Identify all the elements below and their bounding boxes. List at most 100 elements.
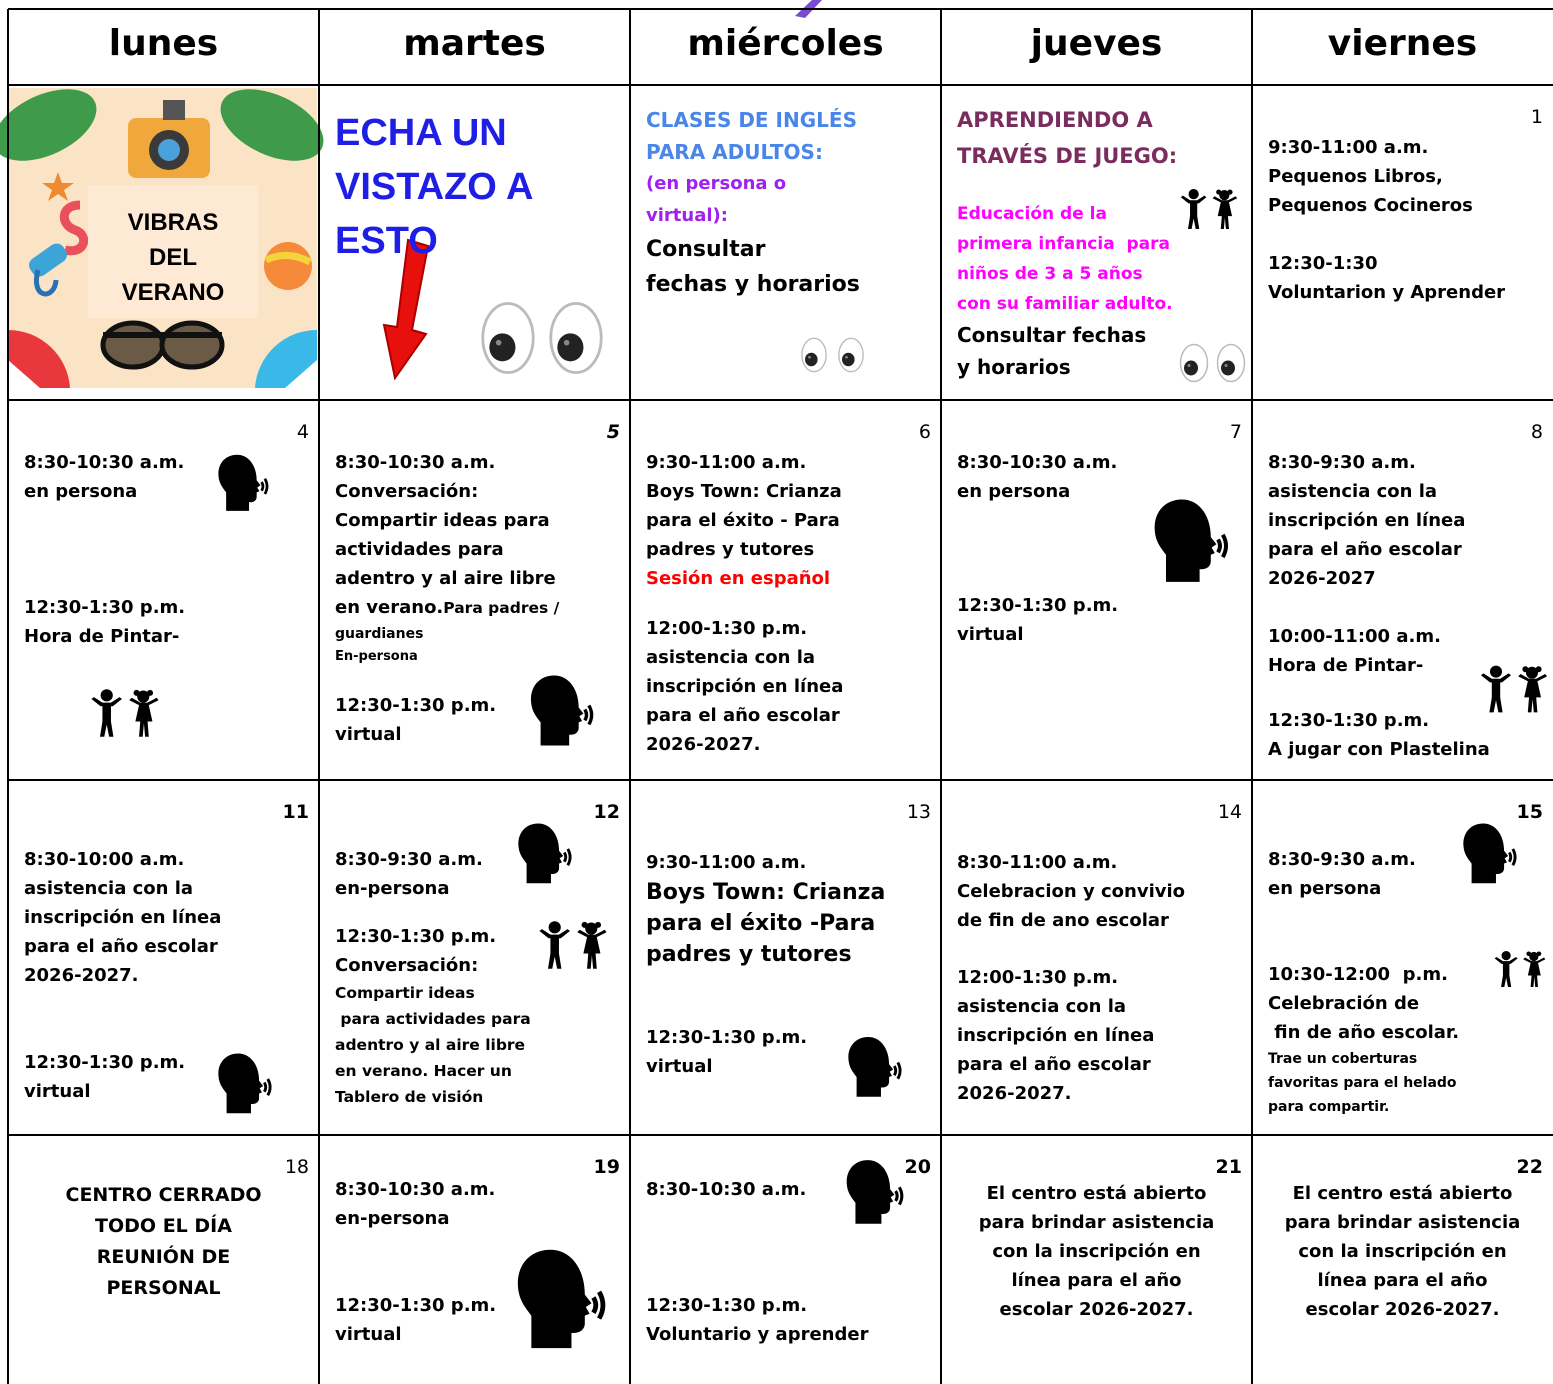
event-text: 9:30-11:00 a.m. bbox=[646, 452, 807, 473]
event-text: inscripción en línea bbox=[646, 676, 844, 697]
event-text: 8:30-10:30 a.m. bbox=[24, 452, 185, 473]
day-cell: 19 8:30-10:30 a.m. en-persona 12:30-1:30 p.… bbox=[319, 1135, 630, 1384]
event-text: padres y tutores bbox=[646, 539, 815, 560]
event-text: 12:00-1:30 p.m. bbox=[957, 967, 1119, 988]
event-text: Pequenos Libros, bbox=[1268, 166, 1443, 187]
event-text: Boys Town: Crianza bbox=[646, 880, 886, 905]
event-text: con la inscripción en bbox=[992, 1241, 1201, 1262]
event-text: 9:30-11:00 a.m. bbox=[646, 852, 807, 873]
event-text: Tablero de visión bbox=[335, 1088, 484, 1106]
event-text: 2026-2027. bbox=[24, 965, 139, 986]
event-text: en persona bbox=[24, 481, 138, 502]
day-cell: 5 8:30-10:30 a.m. Conversación: Compartir i… bbox=[319, 400, 630, 780]
event-text: 8:30-10:30 a.m. bbox=[646, 1179, 807, 1200]
weekday-header: martes bbox=[403, 23, 546, 64]
event-text: 12:30-1:30 p.m. bbox=[335, 926, 497, 947]
day-cell: VIBRAS DEL VERANO bbox=[8, 85, 319, 400]
event-text: PERSONAL bbox=[106, 1277, 221, 1299]
event-text: virtual bbox=[957, 624, 1024, 645]
event-text: en verano. bbox=[335, 597, 444, 618]
event-text: padres y tutores bbox=[646, 942, 852, 967]
event-text: para el año escolar bbox=[646, 705, 840, 726]
event-text: APRENDIENDO A bbox=[957, 108, 1153, 132]
event-text: escolar 2026-2027. bbox=[1305, 1299, 1500, 1320]
weekday-header: lunes bbox=[108, 23, 219, 64]
day-cell: 12 8:30-9:30 a.m. en-persona 12:30-1:30 p.m… bbox=[319, 780, 630, 1135]
event-text: Pequenos Cocineros bbox=[1268, 195, 1473, 216]
event-text: 2026-2027. bbox=[646, 734, 761, 755]
day-number: 19 bbox=[593, 1156, 620, 1178]
day-number: 14 bbox=[1217, 801, 1242, 823]
event-text: línea para el año bbox=[1317, 1270, 1488, 1291]
event-text: 12:30-1:30 p.m. bbox=[24, 1052, 186, 1073]
event-text: 12:30-1:30 p.m. bbox=[335, 695, 497, 716]
day-number: 1 bbox=[1530, 106, 1543, 128]
event-text: 12:30-1:30 bbox=[1268, 253, 1378, 274]
event-text: para compartir. bbox=[1268, 1099, 1390, 1115]
day-cell: 7 8:30-10:30 a.m. en persona 12:30-1:30 p.m… bbox=[941, 400, 1252, 780]
event-text: línea para el año bbox=[1011, 1270, 1182, 1291]
event-text: Compartir ideas bbox=[335, 984, 475, 1002]
event-text: TRAVÉS DE JUEGO: bbox=[957, 144, 1178, 168]
day-number: 11 bbox=[282, 801, 309, 823]
event-text: 8:30-9:30 a.m. bbox=[1268, 452, 1416, 473]
event-text: asistencia con la bbox=[646, 647, 816, 668]
event-text: favoritas para el helado bbox=[1268, 1075, 1457, 1091]
event-text: y horarios bbox=[957, 355, 1071, 379]
day-cell: 11 8:30-10:00 a.m. asistencia con la inscri… bbox=[8, 780, 319, 1135]
event-text: adentro y al aire libre bbox=[335, 1036, 526, 1054]
event-text: 12:30-1:30 p.m. bbox=[335, 1295, 497, 1316]
day-number: 18 bbox=[284, 1156, 309, 1178]
event-text: 8:30-10:30 a.m. bbox=[335, 1179, 496, 1200]
event-text: asistencia con la bbox=[24, 878, 194, 899]
event-text: con la inscripción en bbox=[1298, 1241, 1507, 1262]
event-text: (en persona o bbox=[646, 173, 787, 194]
event-text: 2026-2027. bbox=[957, 1083, 1072, 1104]
event-text: En-persona bbox=[335, 649, 418, 664]
event-text: TODO EL DÍA bbox=[95, 1215, 232, 1237]
event-text: CENTRO CERRADO bbox=[65, 1184, 262, 1206]
event-text: El centro está abierto bbox=[1292, 1183, 1513, 1204]
event-text: Voluntarion y Aprender bbox=[1268, 282, 1506, 303]
event-text: 9:30-11:00 a.m. bbox=[1268, 137, 1429, 158]
event-text: ECHA UN bbox=[335, 112, 507, 154]
event-text: virtual bbox=[646, 1056, 713, 1077]
event-text: virtual bbox=[335, 1324, 402, 1345]
event-text: para actividades para bbox=[335, 1010, 531, 1028]
day-cell: 8 8:30-9:30 a.m. asistencia con la inscripc… bbox=[1252, 400, 1553, 780]
event-text: para el año escolar bbox=[24, 936, 218, 957]
event-text: para brindar asistencia bbox=[1284, 1212, 1521, 1233]
event-text: inscripción en línea bbox=[957, 1025, 1155, 1046]
event-text: Conversación: bbox=[335, 481, 479, 502]
event-text: 12:00-1:30 p.m. bbox=[646, 618, 808, 639]
day-number: 15 bbox=[1516, 801, 1543, 823]
event-text: Celebración de bbox=[1268, 993, 1420, 1014]
event-text: 12:30-1:30 p.m. bbox=[957, 595, 1119, 616]
event-text: Consultar bbox=[646, 237, 766, 262]
red-arrow bbox=[382, 238, 430, 381]
event-text: guardianes bbox=[335, 626, 424, 642]
day-cell: 20 8:30-10:30 a.m. 12:30-1:30 p.m. Voluntar… bbox=[630, 1135, 941, 1384]
event-text: Para padres / bbox=[443, 599, 560, 617]
day-number: 12 bbox=[593, 801, 620, 823]
event-text: Consultar fechas bbox=[957, 323, 1147, 347]
event-text: Hora de Pintar- bbox=[1268, 655, 1424, 676]
day-cell: 6 9:30-11:00 a.m. Boys Town: Crianza para e… bbox=[630, 400, 941, 780]
event-text: DEL bbox=[149, 244, 197, 271]
event-text: escolar 2026-2027. bbox=[999, 1299, 1194, 1320]
event-text: 12:30-1:30 p.m. bbox=[646, 1295, 808, 1316]
event-text: 10:00-11:00 a.m. bbox=[1268, 626, 1441, 647]
day-number: 13 bbox=[906, 801, 931, 823]
event-text: ESTO bbox=[335, 220, 438, 262]
day-cell: 14 8:30-11:00 a.m. Celebracion y convivio d… bbox=[941, 780, 1252, 1135]
day-number: 7 bbox=[1229, 421, 1242, 443]
day-cell: 22 El centro está abierto para brindar asi… bbox=[1252, 1135, 1553, 1384]
event-text: El centro está abierto bbox=[986, 1183, 1207, 1204]
day-cell: 18 CENTRO CERRADO TODO EL DÍA REUNIÓN DE PER… bbox=[8, 1135, 319, 1384]
event-text: Trae un coberturas bbox=[1268, 1051, 1418, 1067]
event-text: para el año escolar bbox=[1268, 539, 1462, 560]
weekday-header: miércoles bbox=[687, 23, 884, 64]
event-text: 8:30-10:30 a.m. bbox=[335, 452, 496, 473]
event-text: Sesión en español bbox=[646, 568, 831, 589]
